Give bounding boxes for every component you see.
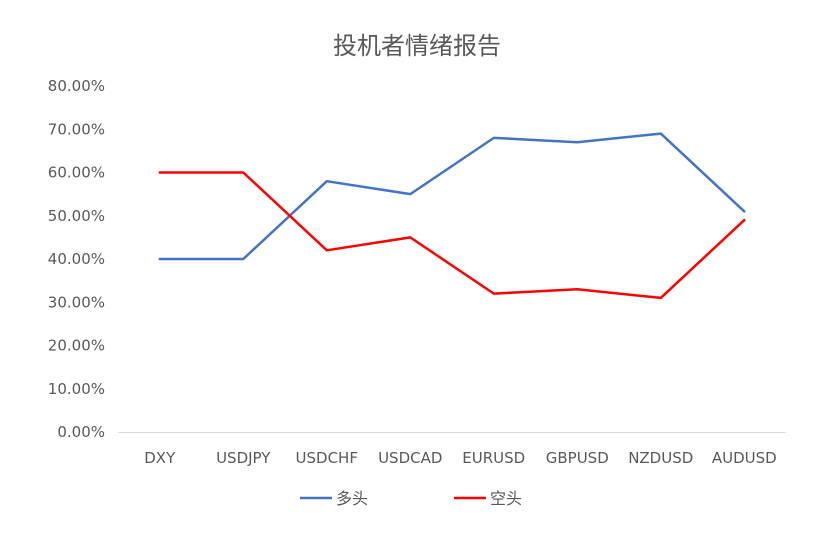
x-tick-label: EURUSD: [462, 449, 525, 467]
y-tick-label: 50.00%: [48, 207, 105, 225]
y-tick-label: 0.00%: [57, 423, 105, 441]
x-tick-label: NZDUSD: [628, 449, 693, 467]
legend: 多头 空头: [300, 489, 522, 508]
x-tick-label: GBPUSD: [546, 449, 609, 467]
y-tick-label: 70.00%: [48, 120, 105, 138]
y-tick-label: 20.00%: [48, 337, 105, 355]
x-tick-label: AUDUSD: [712, 449, 777, 467]
x-tick-label: DXY: [144, 449, 176, 467]
x-tick-label: USDCAD: [378, 449, 442, 467]
chart-title: 投机者情绪报告: [333, 32, 501, 60]
series-layer: [158, 132, 746, 300]
y-tick-label: 80.00%: [48, 77, 105, 95]
y-tick-label: 40.00%: [48, 250, 105, 268]
y-tick-label: 10.00%: [48, 380, 105, 398]
y-axis: 0.00% 10.00% 20.00% 30.00% 40.00% 50.00% 60.00…: [48, 77, 105, 441]
x-axis: DXY USDJPY USDCHF USDCAD EURUSD GBPUSD NZDUSD A…: [144, 449, 776, 467]
x-tick-label: USDCHF: [296, 449, 358, 467]
y-tick-label: 60.00%: [48, 164, 105, 182]
legend-label-1: 空头: [490, 489, 522, 508]
series-line-1: [158, 171, 746, 300]
y-tick-label: 30.00%: [48, 293, 105, 311]
legend-label-0: 多头: [336, 489, 368, 508]
series-line-0: [158, 132, 746, 261]
x-tick-label: USDJPY: [216, 449, 271, 467]
